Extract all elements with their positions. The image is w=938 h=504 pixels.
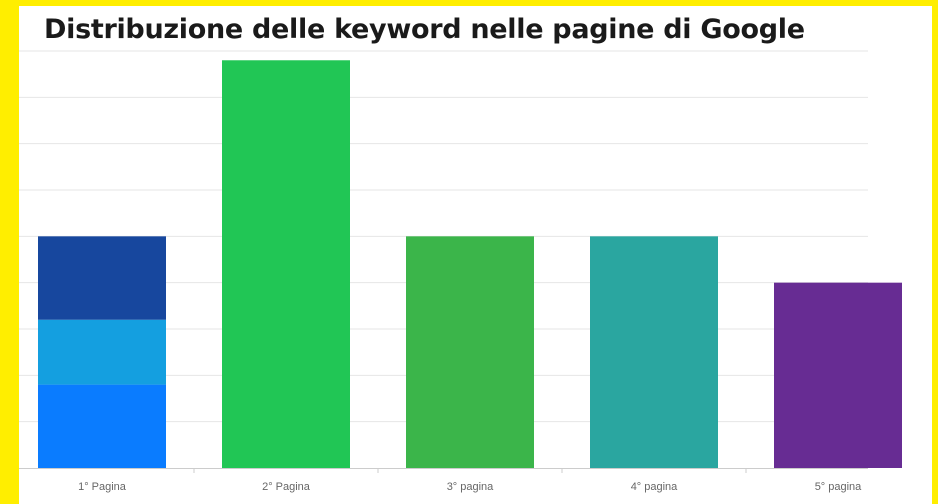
bar-3-segment-5: [406, 236, 534, 468]
bar-1-segment-1: [38, 384, 166, 468]
chart-title: Distribuzione delle keyword nelle pagine…: [44, 14, 805, 45]
bar-4-segment-6: [590, 236, 718, 468]
x-tick-label: 1° Pagina: [78, 481, 127, 493]
x-tick-label: 5° pagina: [815, 481, 862, 493]
bar-1-segment-2: [38, 319, 166, 385]
bar-2-segment-4: [222, 60, 350, 469]
bar-1-segment-3: [38, 236, 166, 320]
x-tick-label: 3° pagina: [447, 481, 494, 493]
bar-5-segment-7: [774, 282, 902, 468]
x-tick-label: 4° pagina: [631, 481, 678, 493]
x-tick-label: 2° Pagina: [262, 481, 311, 493]
